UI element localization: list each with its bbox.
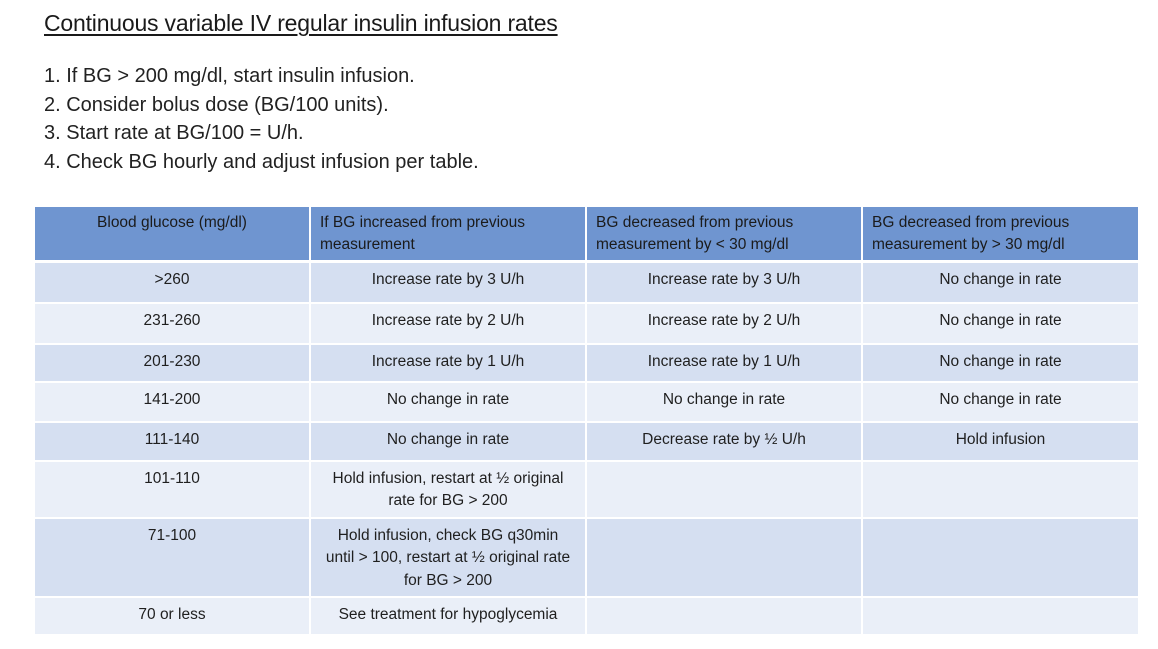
table-cell bbox=[862, 597, 1138, 636]
instruction-list: 1. If BG > 200 mg/dl, start insulin infu… bbox=[44, 62, 479, 177]
table-cell: Decrease rate by ½ U/h bbox=[586, 421, 863, 462]
table-row: 111-140 No change in rate Decrease rate … bbox=[35, 421, 1138, 462]
header-blood-glucose: Blood glucose (mg/dl) bbox=[35, 207, 311, 263]
table-cell bbox=[586, 517, 863, 598]
header-bg-decreased-less-30: BG decreased from previous measurement b… bbox=[586, 207, 863, 263]
table-cell bbox=[586, 597, 863, 636]
table-row: 201-230 Increase rate by 1 U/h Increase … bbox=[35, 343, 1138, 383]
instruction-step: 1. If BG > 200 mg/dl, start insulin infu… bbox=[44, 65, 415, 87]
table-cell: >260 bbox=[35, 261, 311, 304]
header-bg-increased: If BG increased from previous measuremen… bbox=[310, 207, 587, 263]
table-cell: 111-140 bbox=[35, 421, 311, 462]
table-cell: No change in rate bbox=[862, 261, 1138, 304]
table-cell: Hold infusion bbox=[862, 421, 1138, 462]
table-cell: No change in rate bbox=[310, 381, 587, 423]
table-cell: 101-110 bbox=[35, 460, 311, 519]
table-cell bbox=[862, 460, 1138, 519]
table-cell: No change in rate bbox=[862, 343, 1138, 383]
table-cell: No change in rate bbox=[586, 381, 863, 423]
table-row: >260 Increase rate by 3 U/h Increase rat… bbox=[35, 261, 1138, 304]
table-cell: Increase rate by 1 U/h bbox=[586, 343, 863, 383]
table-cell: Hold infusion, restart at ½ original rat… bbox=[310, 460, 587, 519]
table-cell: Increase rate by 1 U/h bbox=[310, 343, 587, 383]
header-bg-decreased-more-30: BG decreased from previous measurement b… bbox=[862, 207, 1138, 263]
table-header-row: Blood glucose (mg/dl) If BG increased fr… bbox=[35, 207, 1138, 263]
table-cell bbox=[862, 517, 1138, 598]
table-cell: Increase rate by 2 U/h bbox=[310, 302, 587, 345]
table-cell bbox=[586, 460, 863, 519]
table-cell: Increase rate by 2 U/h bbox=[586, 302, 863, 345]
table-row: 141-200 No change in rate No change in r… bbox=[35, 381, 1138, 423]
table-cell: See treatment for hypoglycemia bbox=[310, 597, 587, 636]
table-cell: No change in rate bbox=[310, 421, 587, 462]
table-row: 101-110 Hold infusion, restart at ½ orig… bbox=[35, 460, 1138, 519]
table-row: 231-260 Increase rate by 2 U/h Increase … bbox=[35, 302, 1138, 345]
table-cell: 71-100 bbox=[35, 517, 311, 598]
table-row: 71-100 Hold infusion, check BG q30min un… bbox=[35, 517, 1138, 598]
table-cell: 201-230 bbox=[35, 343, 311, 383]
table-cell: No change in rate bbox=[862, 381, 1138, 423]
instruction-step: 3. Start rate at BG/100 = U/h. bbox=[44, 122, 304, 145]
instruction-step: 4. Check BG hourly and adjust infusion p… bbox=[44, 151, 479, 174]
table-row: 70 or less See treatment for hypoglycemi… bbox=[35, 597, 1138, 636]
table-cell: 231-260 bbox=[35, 302, 311, 345]
table-cell: 70 or less bbox=[35, 597, 311, 636]
table-cell: 141-200 bbox=[35, 381, 311, 423]
table-cell: Hold infusion, check BG q30min until > 1… bbox=[310, 517, 587, 598]
table-cell: Increase rate by 3 U/h bbox=[586, 261, 863, 304]
table-cell: No change in rate bbox=[862, 302, 1138, 345]
instruction-step: 2. Consider bolus dose (BG/100 units). bbox=[44, 93, 389, 116]
page-title: Continuous variable IV regular insulin i… bbox=[44, 10, 558, 36]
insulin-rate-table: Blood glucose (mg/dl) If BG increased fr… bbox=[35, 207, 1138, 636]
table-cell: Increase rate by 3 U/h bbox=[310, 261, 587, 304]
